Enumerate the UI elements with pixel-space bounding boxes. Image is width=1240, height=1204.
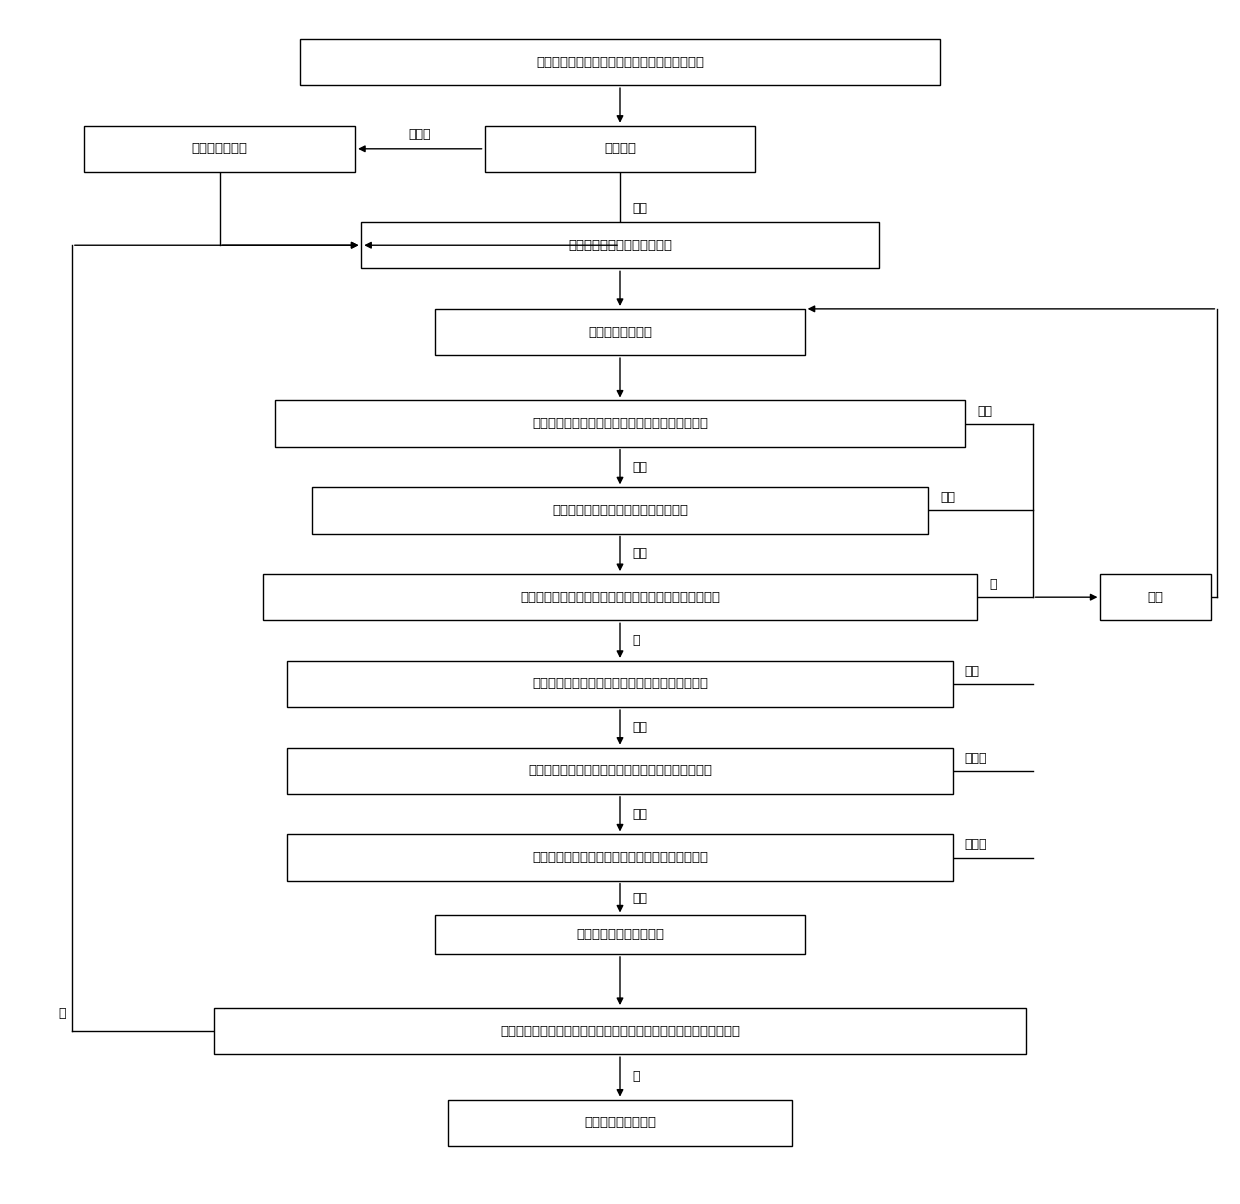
Text: 打印标签，重新包装: 打印标签，重新包装 xyxy=(584,1116,656,1129)
FancyBboxPatch shape xyxy=(312,488,928,533)
Text: 测试光猫收发包是否正常，并上传测试过程和结果: 测试光猫收发包是否正常，并上传测试过程和结果 xyxy=(532,851,708,864)
Text: 验证光学指标是否位于合适范围，并上传测试过程和结果: 验证光学指标是否位于合适范围，并上传测试过程和结果 xyxy=(520,591,720,603)
FancyBboxPatch shape xyxy=(213,1008,1027,1055)
FancyBboxPatch shape xyxy=(435,915,805,954)
Text: 失败: 失败 xyxy=(977,405,992,418)
Text: 维修使光猫通电: 维修使光猫通电 xyxy=(192,142,248,155)
Text: 调试光学指标，并上传调试过程和结果: 调试光学指标，并上传调试过程和结果 xyxy=(552,504,688,517)
Text: 否: 否 xyxy=(58,1008,66,1020)
Text: 失败: 失败 xyxy=(940,491,955,504)
Text: 对光猫的功能性进行测试，并上传测试过程和结果: 对光猫的功能性进行测试，并上传测试过程和结果 xyxy=(532,678,708,690)
FancyBboxPatch shape xyxy=(485,125,755,172)
Text: 恢复初始化信息，写入序列号，并上传过程和结果: 恢复初始化信息，写入序列号，并上传过程和结果 xyxy=(532,417,708,430)
Text: 成功: 成功 xyxy=(632,460,647,473)
Text: 对光猫的无线功能进行测试，并上传测试过程和结果: 对光猫的无线功能进行测试，并上传测试过程和结果 xyxy=(528,765,712,778)
FancyBboxPatch shape xyxy=(361,222,879,268)
FancyBboxPatch shape xyxy=(288,834,952,880)
FancyBboxPatch shape xyxy=(448,1099,792,1146)
Text: 失败: 失败 xyxy=(965,665,980,678)
Text: 是: 是 xyxy=(632,1070,640,1084)
Text: 通电: 通电 xyxy=(632,202,647,216)
Text: 升级到最新版的生产版本软件: 升级到最新版的生产版本软件 xyxy=(568,238,672,252)
Text: 否: 否 xyxy=(990,578,997,591)
Text: 不正常: 不正常 xyxy=(965,751,987,765)
Text: 校验光猫版本是否升级成功和串码号是否正确，上传测试过程和结果: 校验光猫版本是否升级成功和串码号是否正确，上传测试过程和结果 xyxy=(500,1025,740,1038)
FancyBboxPatch shape xyxy=(288,748,952,793)
FancyBboxPatch shape xyxy=(288,661,952,707)
FancyBboxPatch shape xyxy=(1100,574,1211,620)
Text: 成功: 成功 xyxy=(632,548,647,560)
Text: 成功: 成功 xyxy=(632,721,647,734)
Text: 通电测试: 通电测试 xyxy=(604,142,636,155)
Text: 重组序列号并上传: 重组序列号并上传 xyxy=(588,325,652,338)
Text: 扫描标签信息，上传串码信息至独立数据存储表: 扫描标签信息，上传串码信息至独立数据存储表 xyxy=(536,55,704,69)
Text: 不正常: 不正常 xyxy=(965,838,987,851)
FancyBboxPatch shape xyxy=(435,309,805,355)
FancyBboxPatch shape xyxy=(300,39,940,85)
Text: 是: 是 xyxy=(632,635,640,647)
Text: 维修: 维修 xyxy=(1148,591,1164,603)
FancyBboxPatch shape xyxy=(263,574,977,620)
Text: 将串码信息写入光猫内存: 将串码信息写入光猫内存 xyxy=(577,928,663,942)
FancyBboxPatch shape xyxy=(275,401,965,447)
FancyBboxPatch shape xyxy=(84,125,355,172)
Text: 正常: 正常 xyxy=(632,891,647,904)
Text: 正常: 正常 xyxy=(632,808,647,821)
Text: 不通电: 不通电 xyxy=(409,128,432,141)
